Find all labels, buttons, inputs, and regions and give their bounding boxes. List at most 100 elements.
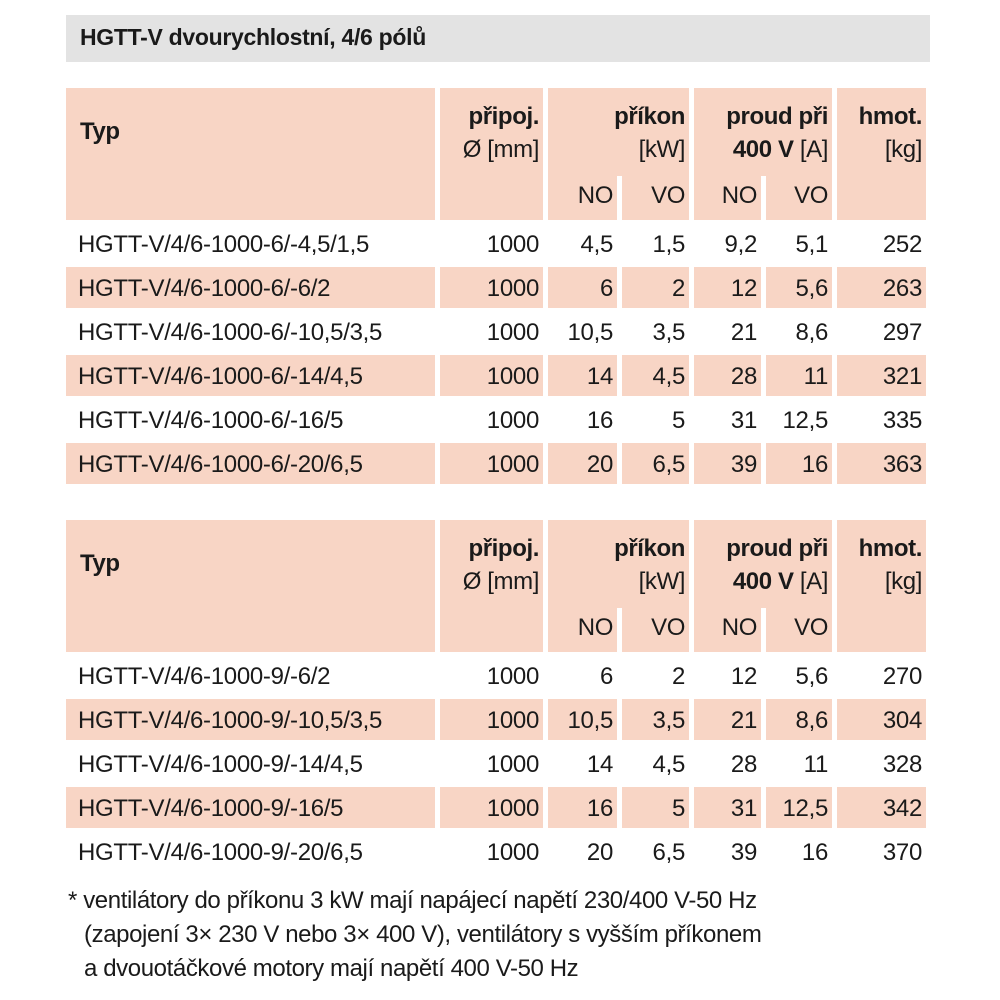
header-prikon-label: příkon — [614, 535, 685, 562]
cell-prikon-no: 4,5 — [580, 231, 614, 258]
header-hmot-label: hmot. — [858, 535, 923, 562]
header-pripoj-label: připoj. — [468, 103, 539, 130]
cell-proud-vo: 5,1 — [795, 231, 829, 258]
spec-table-1: Typ připoj. Ø [mm] příkon [kW] proud při 400 V… — [66, 88, 930, 487]
cell-prikon-no: 10,5 — [548, 699, 617, 740]
cell-proud-vo: 11 — [766, 355, 832, 396]
footnote-line: (zapojení 3× 230 V nebo 3× 400 V), venti… — [84, 921, 762, 948]
header-pripoj-unit: Ø [mm] — [462, 568, 540, 595]
cell-prikon-vo: 5 — [671, 407, 685, 434]
cell-proud-no: 21 — [694, 699, 761, 740]
header-hmot-unit: [kg] — [884, 568, 922, 595]
cell-proud-vo: 8,6 — [766, 699, 832, 740]
cell-typ: HGTT-V/4/6-1000-6/-20/6,5 — [66, 443, 435, 484]
cell-pripoj: 1000 — [486, 231, 540, 258]
cell-prikon-vo: 3,5 — [652, 319, 686, 346]
cell-proud-vo: 12,5 — [766, 787, 832, 828]
header-prikon: příkon [kW] — [548, 520, 689, 608]
header-typ: Typ — [66, 88, 435, 220]
cell-prikon-vo: 2 — [622, 267, 689, 308]
header-pripoj: připoj. Ø [mm] — [440, 520, 543, 652]
cell-typ: HGTT-V/4/6-1000-9/-10,5/3,5 — [66, 699, 435, 740]
cell-proud-vo: 5,6 — [766, 267, 832, 308]
cell-proud-no: 28 — [694, 355, 761, 396]
header-prikon-unit: [kW] — [638, 568, 686, 595]
cell-proud-no: 31 — [730, 407, 757, 434]
cell-proud-no: 12 — [730, 663, 757, 690]
cell-proud-vo: 5,6 — [795, 663, 829, 690]
cell-prikon-vo: 4,5 — [622, 355, 689, 396]
cell-pripoj: 1000 — [486, 407, 540, 434]
cell-prikon-vo: 6,5 — [622, 443, 689, 484]
header-hmot-label: hmot. — [858, 103, 923, 130]
header-typ: Typ — [66, 520, 435, 652]
cell-proud-no: 39 — [694, 443, 761, 484]
cell-hmot: 363 — [837, 443, 926, 484]
cell-proud-no: 39 — [730, 839, 757, 866]
cell-pripoj: 1000 — [440, 699, 543, 740]
header-pripoj: připoj. Ø [mm] — [440, 88, 543, 220]
cell-pripoj: 1000 — [440, 267, 543, 308]
cell-hmot: 321 — [837, 355, 926, 396]
header-prikon-unit: [kW] — [638, 136, 686, 163]
footnote: * ventilátory do příkonu 3 kW mají napáj… — [68, 884, 762, 986]
header-proud: proud při 400 V [A] — [694, 88, 832, 176]
cell-proud-vo: 16 — [766, 443, 832, 484]
cell-prikon-vo: 1,5 — [652, 231, 686, 258]
cell-typ: HGTT-V/4/6-1000-9/-20/6,5 — [78, 839, 363, 866]
cell-prikon-vo: 6,5 — [652, 839, 686, 866]
cell-prikon-no: 16 — [586, 407, 613, 434]
cell-prikon-vo: 4,5 — [652, 751, 686, 778]
cell-pripoj: 1000 — [486, 839, 540, 866]
cell-prikon-no: 6 — [548, 267, 617, 308]
cell-prikon-vo: 2 — [671, 663, 685, 690]
header-proud-unit: [A] — [799, 136, 829, 163]
cell-proud-vo: 12,5 — [782, 407, 828, 434]
cell-prikon-no: 20 — [548, 443, 617, 484]
header-proud-unit: [A] — [799, 568, 829, 595]
header-sub-vo: VO — [622, 608, 689, 652]
cell-typ: HGTT-V/4/6-1000-9/-14/4,5 — [78, 751, 363, 778]
cell-prikon-no: 14 — [548, 355, 617, 396]
footnote-line: a dvouotáčkové motory mají napětí 400 V-… — [84, 955, 579, 982]
header-sub-vo: VO — [766, 608, 832, 652]
header-sub-no: NO — [548, 176, 617, 220]
cell-pripoj: 1000 — [440, 787, 543, 828]
cell-hmot: 252 — [882, 231, 922, 258]
cell-proud-no: 28 — [730, 751, 757, 778]
cell-proud-vo: 8,6 — [795, 319, 829, 346]
cell-pripoj: 1000 — [486, 751, 540, 778]
cell-prikon-no: 10,5 — [567, 319, 613, 346]
header-pripoj-label: připoj. — [468, 535, 539, 562]
spec-table-2: Typ připoj. Ø [mm] příkon [kW] proud při 400 V… — [66, 520, 930, 875]
header-sub-no: NO — [694, 176, 761, 220]
cell-pripoj: 1000 — [440, 355, 543, 396]
header-proud: proud při 400 V [A] — [694, 520, 832, 608]
cell-pripoj: 1000 — [486, 319, 540, 346]
cell-typ: HGTT-V/4/6-1000-9/-6/2 — [78, 663, 331, 690]
cell-hmot: 370 — [882, 839, 922, 866]
header-pripoj-unit: Ø [mm] — [462, 136, 540, 163]
cell-hmot: 297 — [882, 319, 922, 346]
cell-prikon-vo: 5 — [622, 787, 689, 828]
cell-hmot: 342 — [837, 787, 926, 828]
header-proud-label: proud při — [726, 535, 828, 562]
header-prikon: příkon [kW] — [548, 88, 689, 176]
header-sub-no: NO — [548, 608, 617, 652]
cell-proud-no: 21 — [730, 319, 757, 346]
cell-typ: HGTT-V/4/6-1000-6/-6/2 — [66, 267, 435, 308]
cell-typ: HGTT-V/4/6-1000-6/-14/4,5 — [66, 355, 435, 396]
cell-proud-vo: 11 — [803, 751, 829, 778]
cell-hmot: 328 — [882, 751, 922, 778]
cell-pripoj: 1000 — [486, 663, 540, 690]
cell-pripoj: 1000 — [440, 443, 543, 484]
header-hmot-unit: [kg] — [884, 136, 922, 163]
cell-typ: HGTT-V/4/6-1000-6/-16/5 — [78, 407, 344, 434]
cell-typ: HGTT-V/4/6-1000-6/-10,5/3,5 — [78, 319, 383, 346]
header-sub-vo: VO — [766, 176, 832, 220]
section-title: HGTT-V dvourychlostní, 4/6 pólů — [66, 15, 930, 62]
cell-proud-no: 9,2 — [724, 231, 758, 258]
cell-proud-no: 31 — [694, 787, 761, 828]
cell-proud-no: 12 — [694, 267, 761, 308]
cell-prikon-no: 20 — [586, 839, 613, 866]
